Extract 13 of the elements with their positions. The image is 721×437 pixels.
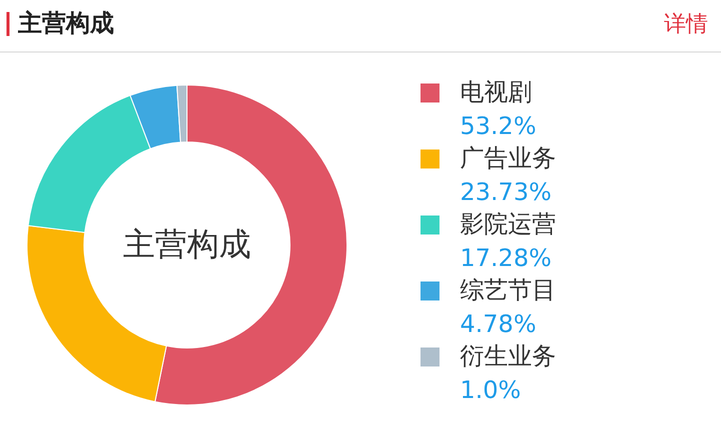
data-label: 1.0% [460,376,521,404]
data-label: 4.78% [460,310,536,338]
legend-label: 综艺节目 [460,276,556,304]
legend-label: 广告业务 [460,144,556,172]
chart-title: 主营构成 [17,9,114,37]
text: 主营构成 [123,225,251,263]
legend-label: 电视剧 [460,78,532,106]
data-label: 23.73% [460,178,552,206]
text: 详情 [664,12,708,37]
data-label: 17.28% [460,244,552,272]
data-label: 53.2% [460,112,536,140]
legend-label: 衍生业务 [460,342,556,370]
legend-label: 影院运营 [460,210,556,238]
